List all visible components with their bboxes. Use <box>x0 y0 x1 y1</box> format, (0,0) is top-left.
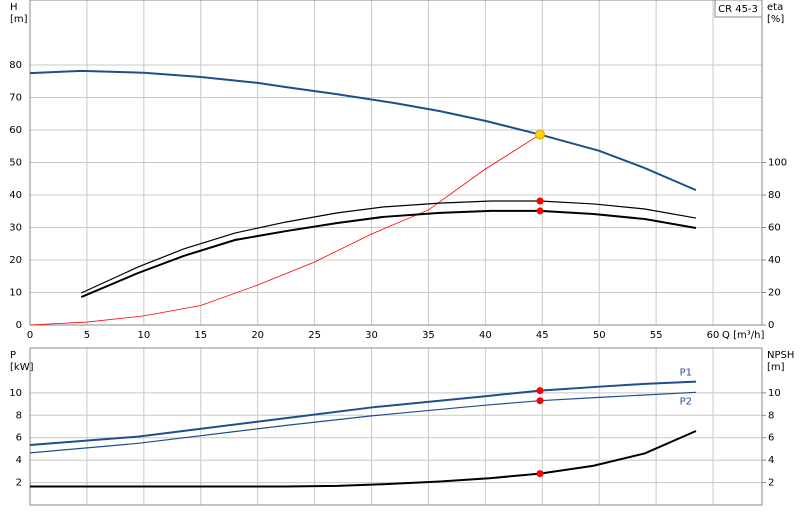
y2-tick-label: 2 <box>768 478 774 489</box>
plot-frame <box>29 347 763 506</box>
y2-axis-label: NPSH <box>767 350 794 361</box>
x-tick-label: 45 <box>536 330 549 341</box>
curve <box>29 134 541 326</box>
y-tick-label: 60 <box>9 125 22 136</box>
plot-frame <box>29 0 763 326</box>
y-tick-label: 30 <box>9 223 22 234</box>
y2-axis-unit: [%] <box>767 14 784 25</box>
model-label: CR 45-3 <box>718 4 758 15</box>
y2-tick-label: 6 <box>768 433 774 444</box>
y2-axis-unit: [m] <box>767 362 785 373</box>
y-tick-label: 8 <box>16 410 22 421</box>
y2-tick-label: 8 <box>768 410 774 421</box>
y-axis-unit: [kW] <box>10 362 34 373</box>
y-tick-label: 2 <box>16 478 22 489</box>
y-tick-label: 4 <box>16 455 22 466</box>
y-tick-label: 40 <box>9 190 22 201</box>
y2-tick-label: 80 <box>768 190 781 201</box>
y-axis-label: H <box>10 2 18 13</box>
x-tick-label: 0 <box>27 330 33 341</box>
x-tick-label: 40 <box>479 330 492 341</box>
curve <box>29 391 697 454</box>
x-tick-label: 55 <box>650 330 663 341</box>
x-tick-label: 50 <box>593 330 606 341</box>
y-axis-unit: [m] <box>10 14 28 25</box>
y-tick-label: 20 <box>9 255 22 266</box>
y-axis-label: P <box>10 350 16 361</box>
operating-point <box>536 197 544 205</box>
y2-tick-label: 0 <box>768 320 774 331</box>
x-axis-label: Q [m³/h] <box>722 330 764 341</box>
operating-point <box>536 207 544 215</box>
y2-tick-label: 40 <box>768 255 781 266</box>
series-label: P2 <box>680 396 692 407</box>
operating-point <box>536 397 544 405</box>
x-tick-label: 25 <box>308 330 321 341</box>
operating-point <box>536 470 544 478</box>
series-label: P1 <box>680 368 692 379</box>
y2-axis-label: eta <box>767 2 783 13</box>
y2-tick-label: 4 <box>768 455 774 466</box>
x-tick-label: 60 <box>707 330 720 341</box>
curve <box>29 380 697 447</box>
operating-point <box>536 387 544 395</box>
y-tick-label: 10 <box>9 288 22 299</box>
y-tick-label: 50 <box>9 158 22 169</box>
x-tick-label: 35 <box>422 330 435 341</box>
curve <box>80 209 697 298</box>
y-tick-label: 80 <box>9 60 22 71</box>
y-tick-label: 10 <box>9 388 22 399</box>
curve <box>29 69 697 192</box>
x-tick-label: 10 <box>137 330 150 341</box>
y-tick-label: 70 <box>9 93 22 104</box>
x-tick-label: 15 <box>194 330 207 341</box>
y2-tick-label: 100 <box>768 158 787 169</box>
y-tick-label: 6 <box>16 433 22 444</box>
x-tick-label: 20 <box>251 330 264 341</box>
curve <box>30 430 697 488</box>
x-tick-label: 5 <box>84 330 90 341</box>
x-tick-label: 30 <box>365 330 378 341</box>
operating-point <box>535 129 546 140</box>
curve <box>80 200 697 294</box>
model-box <box>714 0 763 18</box>
y2-tick-label: 10 <box>768 388 781 399</box>
y-tick-label: 0 <box>16 320 22 331</box>
y2-tick-label: 20 <box>768 288 781 299</box>
y2-tick-label: 60 <box>768 223 781 234</box>
